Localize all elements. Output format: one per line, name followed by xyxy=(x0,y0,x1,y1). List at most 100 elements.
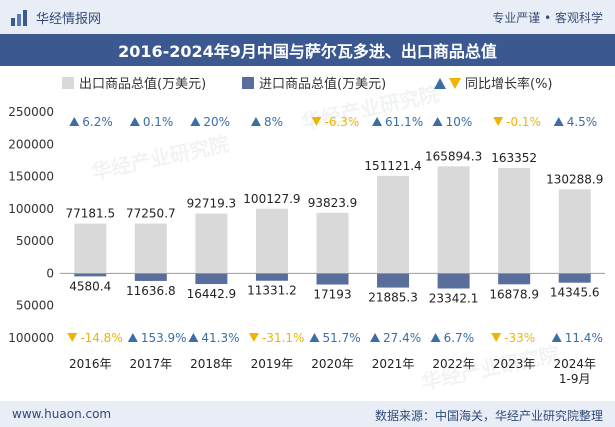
legend-down-triangle-icon xyxy=(449,78,461,89)
chart: 出口商品总值(万美元) 进口商品总值(万美元) 同比增长率(%) 250000 2000… xyxy=(8,76,605,386)
x-tick-label: 1-9月 xyxy=(559,372,591,386)
export-growth-up-icon xyxy=(69,117,80,126)
export-growth-label: 6.2% xyxy=(82,115,113,129)
x-tick-label: 2018年 xyxy=(190,357,233,371)
import-growth-down-icon xyxy=(67,333,78,342)
import-value-label: 4580.4 xyxy=(69,279,111,293)
export-bar xyxy=(195,213,228,274)
tagline: 专业严谨 • 客观科学 xyxy=(492,11,603,25)
import-bar xyxy=(74,273,107,277)
import-growth-up-icon xyxy=(127,333,138,342)
export-growth-label: 8% xyxy=(264,115,283,129)
x-tick-label: 2019年 xyxy=(251,357,294,371)
y-tick-label: 50000 xyxy=(16,299,54,313)
export-growth-down-icon xyxy=(311,117,322,126)
top-bar: 华经情报网 专业严谨 • 客观科学 xyxy=(0,0,615,34)
import-value-label: 14345.6 xyxy=(550,286,600,300)
import-value-label: 11636.8 xyxy=(126,284,176,298)
export-value-label: 151121.4 xyxy=(364,159,421,173)
brand-name: 华经情报网 xyxy=(36,12,102,27)
x-tick-label: 2017年 xyxy=(130,357,173,371)
import-growth-label: 51.7% xyxy=(323,331,361,345)
import-value-label: 16442.9 xyxy=(187,287,237,301)
import-bar xyxy=(134,273,167,281)
y-tick-label: 50000 xyxy=(16,234,54,248)
import-growth-up-icon xyxy=(370,333,381,342)
y-tick-label: 200000 xyxy=(8,137,54,151)
y-tick-label: 150000 xyxy=(8,170,54,184)
footer-source: 数据来源：中国海关，华经产业研究院整理 xyxy=(374,409,603,423)
x-tick-label: 2020年 xyxy=(311,357,354,371)
import-growth-label: -31.1% xyxy=(262,331,304,345)
footer: www.huaon.com 数据来源：中国海关，华经产业研究院整理 xyxy=(0,401,615,427)
import-bar xyxy=(558,273,591,283)
x-tick-label: 2021年 xyxy=(372,357,415,371)
export-growth-up-icon xyxy=(432,117,443,126)
export-bar xyxy=(558,189,591,274)
import-growth-label: 41.3% xyxy=(201,331,239,345)
import-bar xyxy=(437,273,470,289)
export-value-label: 100127.9 xyxy=(243,192,300,206)
import-growth-label: 153.9% xyxy=(141,331,187,345)
export-growth-up-icon xyxy=(553,117,564,126)
y-tick-label: 0 xyxy=(46,266,54,280)
import-bar xyxy=(377,273,410,288)
export-value-label: 92719.3 xyxy=(187,197,237,211)
export-bar xyxy=(134,223,167,274)
export-bar xyxy=(74,223,107,274)
y-tick-label: 100000 xyxy=(8,202,54,216)
import-bar xyxy=(316,273,349,285)
import-value-label: 23342.1 xyxy=(429,292,479,306)
footer-url[interactable]: www.huaon.com xyxy=(12,407,112,421)
import-growth-up-icon xyxy=(430,333,441,342)
import-growth-label: -33% xyxy=(504,331,535,345)
legend-export-label: 出口商品总值(万美元) xyxy=(79,76,206,92)
brand[interactable]: 华经情报网 xyxy=(10,8,101,27)
export-value-label: 163352 xyxy=(491,151,537,165)
export-bar xyxy=(316,212,349,274)
export-growth-up-icon xyxy=(129,117,140,126)
y-tick-label: 250000 xyxy=(8,105,54,119)
import-growth-label: 11.4% xyxy=(565,331,603,345)
import-growth-label: 27.4% xyxy=(383,331,421,345)
legend-import-label: 进口商品总值(万美元) xyxy=(259,76,386,92)
legend-export-swatch xyxy=(62,77,74,89)
chart-title: 2016-2024年9月中国与萨尔瓦多进、出口商品总值 xyxy=(118,42,497,61)
legend-import-swatch xyxy=(242,77,254,89)
import-bar xyxy=(195,273,228,285)
import-growth-up-icon xyxy=(551,333,562,342)
export-value-label: 165894.3 xyxy=(425,149,482,163)
export-growth-label: 61.1% xyxy=(385,115,423,129)
x-tick-label: 2016年 xyxy=(69,357,112,371)
y-tick-label: 100000 xyxy=(8,331,54,345)
brand-logo-icon xyxy=(11,9,27,26)
export-value-label: 130288.9 xyxy=(546,172,603,186)
export-value-label: 77181.5 xyxy=(65,207,115,221)
import-value-label: 17193 xyxy=(313,288,351,302)
export-growth-up-icon xyxy=(190,117,201,126)
x-tick-label: 2023年 xyxy=(493,357,536,371)
export-growth-up-icon xyxy=(250,117,261,126)
export-growth-label: 20% xyxy=(203,115,230,129)
export-bar xyxy=(498,167,531,274)
export-growth-label: -6.3% xyxy=(325,115,360,129)
export-bar xyxy=(437,166,470,274)
legend-up-triangle-icon xyxy=(434,78,446,89)
export-bar xyxy=(255,208,288,274)
import-growth-label: -14.8% xyxy=(80,331,122,345)
export-value-label: 77250.7 xyxy=(126,207,176,221)
export-growth-label: -0.1% xyxy=(506,115,541,129)
legend-growth-label: 同比增长率(%) xyxy=(465,76,553,92)
export-bar xyxy=(377,175,410,274)
x-tick-label: 2024年 xyxy=(553,357,596,371)
import-growth-down-icon xyxy=(248,333,259,342)
import-growth-up-icon xyxy=(309,333,320,342)
import-bar xyxy=(498,273,531,285)
export-value-label: 93823.9 xyxy=(308,196,358,210)
import-growth-up-icon xyxy=(188,333,199,342)
x-tick-label: 2022年 xyxy=(432,357,475,371)
export-growth-label: 4.5% xyxy=(567,115,598,129)
export-growth-label: 0.1% xyxy=(143,115,174,129)
export-growth-down-icon xyxy=(493,117,504,126)
import-growth-down-icon xyxy=(491,333,502,342)
